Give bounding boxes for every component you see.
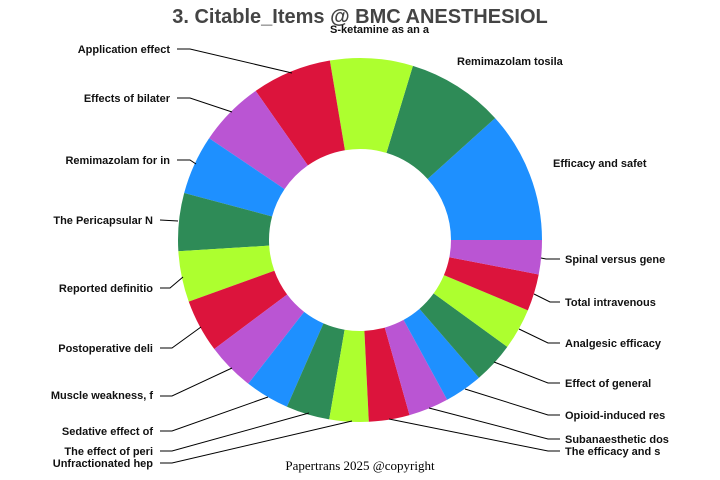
- slice-11[interactable]: [286, 323, 345, 420]
- slice-9[interactable]: [214, 294, 305, 384]
- slice-13[interactable]: [364, 327, 410, 422]
- leader-line: [388, 418, 560, 452]
- slice-6[interactable]: [177, 192, 273, 252]
- slice-label: Unfractionated hep: [53, 458, 154, 470]
- slice-3[interactable]: [255, 60, 345, 166]
- slice-8[interactable]: [188, 270, 288, 350]
- copyright-footer: Papertrans 2025 @copyright: [285, 458, 435, 473]
- donut-slices: [177, 57, 542, 422]
- slice-18[interactable]: [443, 257, 539, 311]
- slice-7[interactable]: [178, 245, 275, 302]
- slice-label: Application effect: [78, 44, 171, 56]
- leader-line: [160, 367, 233, 397]
- slice-17[interactable]: [433, 275, 528, 347]
- leader-line: [177, 97, 233, 113]
- leader-line: [160, 412, 310, 452]
- slice-label: Postoperative deli: [58, 343, 153, 355]
- slice-5[interactable]: [184, 138, 285, 217]
- leader-line: [540, 257, 560, 260]
- slice-16[interactable]: [419, 293, 508, 378]
- slice-label: Muscle weakness, f: [51, 390, 153, 402]
- slice-label: Efficacy and safet: [553, 158, 647, 170]
- slice-label: The effect of peri: [64, 446, 153, 458]
- slice-label: Remimazolam tosila: [457, 56, 564, 68]
- leader-line: [177, 159, 197, 165]
- slice-12[interactable]: [329, 329, 369, 422]
- slice-2[interactable]: [329, 57, 413, 153]
- leader-line: [160, 326, 202, 349]
- slice-label: Reported definitio: [59, 283, 153, 295]
- slice-label: Opioid-induced res: [565, 410, 665, 422]
- leader-line: [160, 396, 269, 432]
- leader-line: [159, 219, 179, 222]
- slice-15[interactable]: [403, 308, 479, 400]
- leader-line: [493, 361, 560, 384]
- slice-14[interactable]: [384, 319, 448, 416]
- slice-labels: Efficacy and safet Remimazolam tosila S-ke…: [51, 24, 669, 470]
- slice-label: Effects of bilater: [84, 93, 171, 105]
- slice-label: Effect of general: [565, 378, 651, 390]
- slice-label: The Pericapsular N: [53, 215, 153, 227]
- leader-line: [428, 407, 560, 440]
- slice-19[interactable]: [449, 240, 542, 275]
- leader-line: [464, 388, 560, 416]
- slice-label: Analgesic efficacy: [565, 338, 662, 350]
- slice-label: Subanaesthetic dos: [565, 434, 669, 446]
- slice-label: Remimazolam for in: [65, 155, 170, 167]
- label-leader-lines: [159, 48, 560, 464]
- slice-label: S-ketamine as an a: [330, 24, 430, 36]
- slice-label: Sedative effect of: [62, 426, 153, 438]
- slice-1[interactable]: [386, 65, 496, 180]
- leader-line: [160, 420, 353, 464]
- slice-label: The efficacy and s: [565, 446, 660, 458]
- slice-label: Spinal versus gene: [565, 254, 665, 266]
- slice-10[interactable]: [248, 311, 324, 407]
- leader-line: [533, 293, 560, 303]
- chart-title: 3. Citable_Items @ BMC ANESTHESIOL: [172, 6, 548, 28]
- leader-line: [177, 48, 293, 74]
- leader-line: [518, 328, 560, 344]
- leader-line: [160, 276, 184, 289]
- slice-label: Total intravenous: [565, 297, 656, 309]
- slice-0[interactable]: [427, 118, 542, 240]
- slice-4[interactable]: [209, 90, 308, 190]
